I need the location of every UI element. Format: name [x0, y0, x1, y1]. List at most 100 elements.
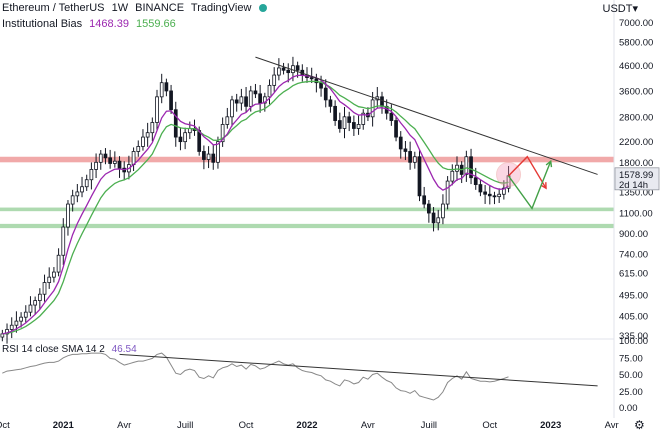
time-tick-label: 2023: [540, 420, 561, 431]
candle-body: [277, 67, 281, 76]
candle-body: [145, 132, 150, 138]
candle-body: [169, 90, 173, 111]
candle-body: [422, 195, 427, 205]
ema-lines: [2, 74, 509, 335]
price-tick-label: 1800.00: [619, 158, 653, 169]
candle-body: [483, 191, 487, 195]
currency-selector[interactable]: USDT▾: [603, 2, 638, 15]
rsi-tick-label: 25.00: [619, 387, 643, 398]
candle-body: [23, 311, 28, 318]
projection-red-arrowhead: [540, 182, 547, 190]
candle-body: [492, 195, 497, 198]
indicator-name[interactable]: Institutional Bias: [2, 18, 83, 30]
interval[interactable]: 1W: [111, 2, 129, 14]
price-tick-label: 4600.00: [619, 61, 653, 72]
currency-label: USDT: [602, 3, 633, 15]
price-tick-label: 7000.00: [619, 18, 653, 29]
candle-body: [403, 148, 408, 152]
trendline: [255, 56, 598, 175]
candle-body: [234, 99, 239, 104]
candle-body: [37, 293, 42, 301]
candle-body: [436, 217, 441, 224]
candle-body: [52, 271, 56, 278]
candle-body: [56, 254, 61, 273]
candle-body: [108, 157, 112, 164]
candle-body: [380, 96, 384, 107]
candle-body: [267, 84, 272, 98]
candle-body: [427, 203, 431, 214]
horizontal-zones: [0, 0, 615, 418]
price-tick-label: 495.00: [619, 291, 648, 302]
candle-body: [61, 226, 66, 256]
rsi-pane: [2, 352, 598, 401]
candle-countdown: 2d 14h: [619, 180, 648, 191]
candle-body: [47, 276, 52, 283]
time-tick-label: 2022: [296, 420, 317, 431]
candle-body: [141, 136, 145, 147]
time-tick-label: Oct: [0, 420, 10, 431]
symbol-name[interactable]: Ethereum / TetherUS: [2, 2, 105, 14]
candle-body: [323, 87, 328, 101]
candle-body: [14, 320, 19, 326]
price-tick-label: 900.00: [619, 229, 648, 240]
candle-body: [445, 180, 450, 205]
drawings: [255, 56, 598, 210]
price-tick-label: 3600.00: [619, 86, 653, 97]
price-tick-label: 740.00: [619, 249, 648, 260]
candles: [0, 56, 511, 344]
price-tick-label: 615.00: [619, 268, 648, 279]
current-price: 1578.99: [619, 170, 653, 181]
candle-body: [159, 82, 164, 98]
candle-body: [469, 156, 473, 179]
rsi-legend: RSI 14 close SMA 14 2 46.54: [2, 344, 141, 355]
time-tick-label: Avr: [117, 420, 131, 431]
price-tick-label: 1350.00: [619, 187, 653, 198]
time-tick-label: Oct: [482, 420, 497, 431]
price-tick-label: 5800.00: [619, 37, 653, 48]
candle-body: [112, 160, 117, 164]
candle-body: [314, 78, 319, 84]
candle-body: [394, 120, 398, 138]
candle-body: [417, 156, 422, 197]
price-axis: 335.00 405.00 495.00 615.00 740.00 900.00 1100…: [619, 18, 653, 414]
candle-body: [117, 160, 122, 169]
rsi-tick-label: 0.00: [619, 403, 638, 414]
ema-fast-line: [2, 74, 509, 335]
candle-body: [337, 120, 342, 129]
candle-body: [352, 122, 356, 129]
rsi-name[interactable]: RSI 14 close SMA 14 2: [2, 344, 105, 355]
projection-green-path: [507, 160, 552, 210]
candle-body: [253, 90, 258, 95]
candle-body: [398, 136, 403, 150]
candle-body: [89, 169, 94, 181]
chevron-down-icon: ▾: [632, 3, 638, 15]
rsi-trendline: [119, 353, 598, 387]
candle-body: [258, 93, 262, 104]
candle-body: [272, 74, 277, 86]
time-tick-label: Avr: [361, 420, 375, 431]
price-tick-label: 2800.00: [619, 112, 653, 123]
candle-body: [155, 96, 159, 123]
candle-body: [431, 212, 436, 224]
candle-body: [248, 90, 253, 107]
candle-body: [347, 116, 352, 123]
price-tick-label: 1100.00: [619, 209, 653, 220]
candle-body: [80, 186, 84, 193]
candle-body: [183, 132, 187, 143]
rsi-tick-label: 75.00: [619, 353, 643, 364]
candle-body: [225, 116, 230, 125]
candle-body: [164, 82, 169, 92]
candle-body: [295, 65, 300, 71]
current-price-box: [614, 167, 660, 191]
candle-body: [502, 187, 506, 195]
time-tick-label: 2021: [53, 420, 75, 431]
candle-body: [464, 156, 469, 175]
projection-red-path: [507, 155, 547, 189]
settings-gear-icon[interactable]: ⚙: [634, 418, 645, 432]
candle-body: [94, 161, 98, 170]
indicator-value-2: 1559.66: [136, 18, 176, 30]
candle-body: [84, 179, 89, 188]
candle-body: [455, 164, 459, 172]
